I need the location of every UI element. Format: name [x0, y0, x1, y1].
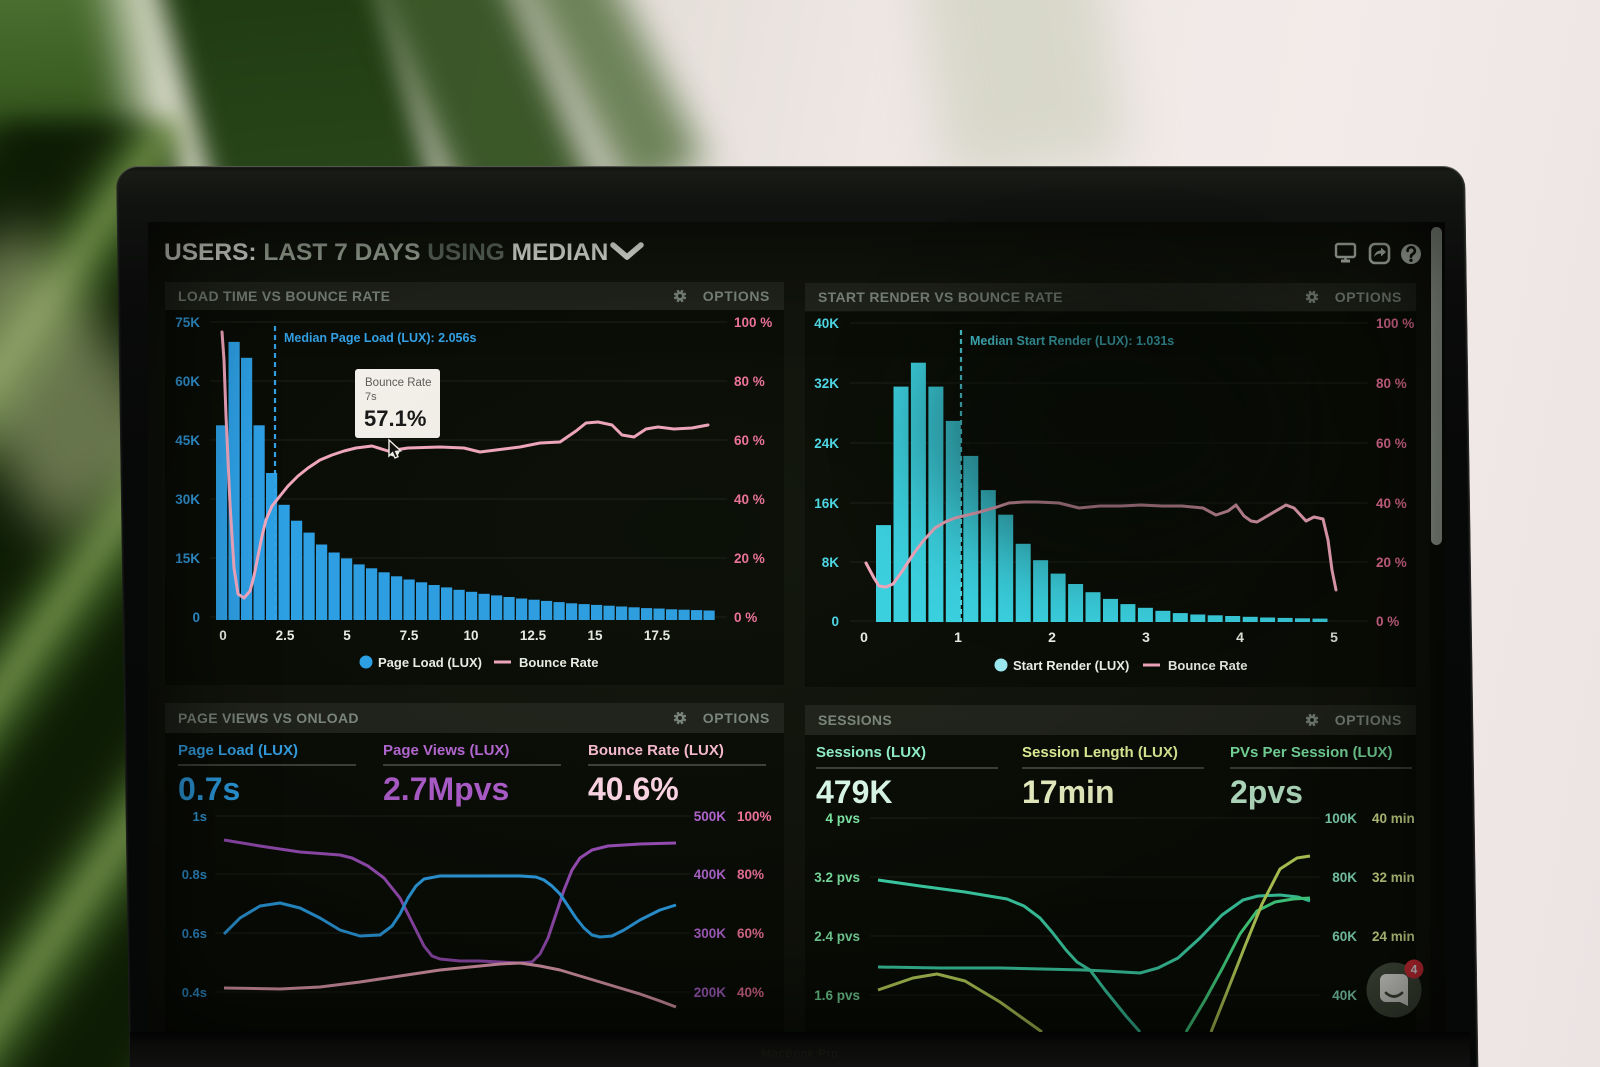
svg-text:479K: 479K	[816, 774, 893, 810]
svg-text:40 min: 40 min	[1372, 811, 1415, 826]
svg-text:16K: 16K	[814, 496, 839, 511]
svg-text:60K: 60K	[175, 374, 200, 389]
svg-text:Bounce Rate: Bounce Rate	[1168, 658, 1247, 673]
svg-text:60%: 60%	[737, 926, 764, 941]
svg-text:5: 5	[1330, 629, 1338, 645]
svg-text:300K: 300K	[694, 926, 727, 941]
svg-text:OPTIONS: OPTIONS	[1335, 712, 1402, 728]
svg-text:4: 4	[1411, 963, 1418, 977]
svg-text:400K: 400K	[694, 867, 727, 882]
svg-text:Page Load (LUX): Page Load (LUX)	[178, 742, 298, 759]
svg-text:OPTIONS: OPTIONS	[703, 288, 770, 304]
svg-text:40 %: 40 %	[734, 492, 765, 507]
svg-text:40%: 40%	[737, 985, 764, 1000]
svg-text:80 %: 80 %	[1376, 376, 1407, 391]
svg-text:0: 0	[860, 629, 868, 645]
svg-text:Bounce Rate: Bounce Rate	[365, 377, 432, 389]
svg-text:7.5: 7.5	[400, 628, 419, 643]
svg-text:0: 0	[219, 628, 227, 643]
svg-text:0 %: 0 %	[1376, 614, 1399, 629]
svg-text:2pvs: 2pvs	[1230, 774, 1303, 810]
svg-text:40K: 40K	[814, 316, 839, 331]
svg-text:40 %: 40 %	[1376, 496, 1407, 511]
svg-text:4: 4	[1236, 629, 1244, 645]
svg-text:7s: 7s	[365, 391, 377, 403]
svg-text:80 %: 80 %	[734, 374, 765, 389]
svg-text:Bounce Rate (LUX): Bounce Rate (LUX)	[588, 742, 724, 759]
svg-text:200K: 200K	[694, 985, 727, 1000]
svg-text:2: 2	[1048, 629, 1056, 645]
svg-text:60 %: 60 %	[734, 433, 765, 448]
svg-text:2.5: 2.5	[276, 628, 295, 643]
svg-text:OPTIONS: OPTIONS	[1335, 289, 1402, 305]
svg-text:1.6 pvs: 1.6 pvs	[814, 988, 860, 1003]
svg-text:17.5: 17.5	[644, 628, 671, 643]
svg-text:30K: 30K	[175, 492, 200, 507]
svg-text:100K: 100K	[1325, 811, 1358, 826]
svg-text:LOAD TIME VS BOUNCE RATE: LOAD TIME VS BOUNCE RATE	[178, 288, 390, 304]
svg-text:Session Length (LUX): Session Length (LUX)	[1022, 744, 1178, 761]
svg-text:17min: 17min	[1022, 774, 1114, 810]
svg-text:60K: 60K	[1332, 929, 1357, 944]
svg-text:40K: 40K	[1332, 988, 1357, 1003]
svg-text:4 pvs: 4 pvs	[825, 811, 860, 826]
svg-text:3: 3	[1142, 629, 1150, 645]
svg-text:100 %: 100 %	[1376, 316, 1414, 331]
svg-text:75K: 75K	[175, 315, 200, 330]
svg-text:Page Views (LUX): Page Views (LUX)	[383, 742, 509, 759]
svg-text:45K: 45K	[175, 433, 200, 448]
svg-text:0.8s: 0.8s	[182, 867, 207, 882]
svg-text:80K: 80K	[1332, 870, 1357, 885]
svg-text:PVs Per Session (LUX): PVs Per Session (LUX)	[1230, 744, 1393, 761]
svg-text:Median Page Load (LUX): 2.056s: Median Page Load (LUX): 2.056s	[284, 331, 476, 345]
svg-text:20 %: 20 %	[1376, 555, 1407, 570]
svg-text:60 %: 60 %	[1376, 436, 1407, 451]
svg-text:24K: 24K	[814, 436, 839, 451]
svg-text:0 %: 0 %	[734, 610, 757, 625]
svg-text:3.2 pvs: 3.2 pvs	[814, 870, 860, 885]
svg-text:32 min: 32 min	[1372, 870, 1415, 885]
svg-text:100%: 100%	[737, 809, 772, 824]
svg-text:SESSIONS: SESSIONS	[818, 712, 892, 728]
svg-text:24 min: 24 min	[1372, 929, 1415, 944]
svg-text:20 %: 20 %	[734, 551, 765, 566]
svg-text:0.7s: 0.7s	[178, 771, 240, 807]
svg-text:5: 5	[343, 628, 351, 643]
svg-text:USERS: LAST 7 DAYS USING MEDIA: USERS: LAST 7 DAYS USING MEDIAN	[164, 239, 608, 266]
svg-text:32K: 32K	[814, 376, 839, 391]
svg-text:57.1%: 57.1%	[364, 406, 426, 431]
svg-text:80%: 80%	[737, 867, 764, 882]
svg-text:Sessions (LUX): Sessions (LUX)	[816, 744, 926, 761]
svg-text:0.6s: 0.6s	[182, 926, 207, 941]
svg-text:8K: 8K	[822, 555, 840, 570]
svg-text:Page Load (LUX): Page Load (LUX)	[378, 655, 482, 670]
svg-text:1s: 1s	[193, 809, 207, 824]
svg-text:100 %: 100 %	[734, 315, 772, 330]
svg-text:1: 1	[954, 629, 962, 645]
svg-text:10: 10	[463, 628, 478, 643]
svg-text:Bounce Rate: Bounce Rate	[519, 655, 598, 670]
svg-text:START RENDER VS BOUNCE RATE: START RENDER VS BOUNCE RATE	[818, 289, 1063, 305]
svg-text:500K: 500K	[694, 809, 727, 824]
svg-text:0: 0	[192, 610, 200, 625]
svg-text:12.5: 12.5	[520, 628, 547, 643]
svg-text:PAGE VIEWS VS ONLOAD: PAGE VIEWS VS ONLOAD	[178, 710, 359, 726]
svg-text:Start Render (LUX): Start Render (LUX)	[1013, 658, 1129, 673]
svg-text:2.4 pvs: 2.4 pvs	[814, 929, 860, 944]
svg-text:15: 15	[587, 628, 603, 643]
svg-text:0.4s: 0.4s	[182, 985, 207, 1000]
svg-text:2.7Mpvs: 2.7Mpvs	[383, 771, 509, 807]
svg-text:OPTIONS: OPTIONS	[703, 710, 770, 726]
svg-text:0: 0	[831, 614, 839, 629]
svg-text:40.6%: 40.6%	[588, 771, 679, 807]
svg-text:15K: 15K	[175, 551, 200, 566]
